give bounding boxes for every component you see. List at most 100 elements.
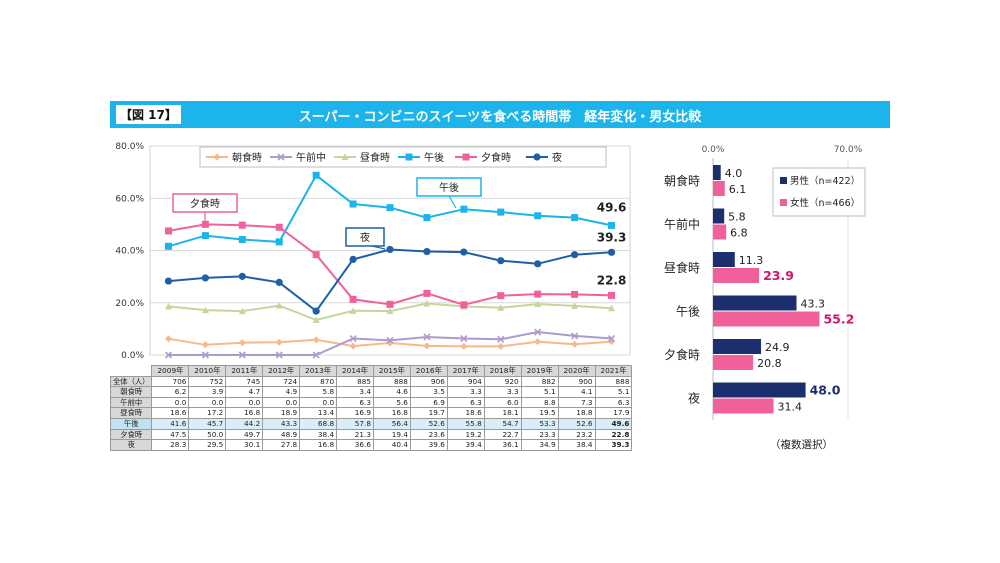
bar-female <box>713 268 760 283</box>
value-cell: 36.6 <box>336 439 375 451</box>
bar-value-label: 5.8 <box>728 211 746 224</box>
bar-male <box>713 339 762 354</box>
year-header: 2021年 <box>594 365 633 377</box>
marker-昼食時 <box>201 306 209 314</box>
row-label: 昼食時 <box>109 407 153 419</box>
year-header: 2010年 <box>188 365 227 377</box>
value-cell: 23.3 <box>520 428 559 441</box>
value-cell: 18.6 <box>446 407 485 419</box>
marker-午前中 <box>423 333 431 341</box>
marker-午前中 <box>275 351 283 359</box>
marker-夕食時 <box>608 291 616 299</box>
value-cell: 18.6 <box>151 407 190 419</box>
table-row-total: 全体（人） 706 752 745 724 870 885 888 906 904 920 882 90… <box>109 375 633 388</box>
value-cell: 6.9 <box>409 396 448 409</box>
y-tick-label: 20.0% <box>115 299 144 309</box>
category-label: 午後 <box>676 305 700 319</box>
value-cell: 45.7 <box>188 417 227 430</box>
marker-午前中 <box>201 351 209 359</box>
total-cell: 745 <box>225 375 264 388</box>
value-cell: 22.8 <box>594 428 633 441</box>
value-cell: 6.3 <box>594 396 633 409</box>
table-row: 夕食時 47.5 50.0 49.7 48.9 38.4 21.3 19.4 23.6 19.2 2… <box>109 428 633 441</box>
bar-female <box>713 398 774 414</box>
value-cell: 47.5 <box>151 428 190 441</box>
value-cell: 5.6 <box>373 396 411 409</box>
marker-夜 <box>275 278 283 286</box>
marker-夕食時 <box>534 290 542 298</box>
legend-label: 夜 <box>552 151 562 164</box>
marker-午前中 <box>497 335 505 343</box>
total-cell: 870 <box>299 375 338 388</box>
multiple-choice-note: （複数選択） <box>770 439 833 451</box>
marker-朝食時 <box>312 336 320 344</box>
marker-午前中 <box>571 332 579 340</box>
value-cell: 0.0 <box>151 396 190 409</box>
marker-夜 <box>607 248 616 256</box>
value-cell: 19.2 <box>446 428 485 441</box>
marker-夕食時 <box>238 221 246 229</box>
marker-夜 <box>201 274 209 282</box>
marker-午後 <box>164 242 172 250</box>
value-cell: 53.3 <box>520 417 559 430</box>
value-cell: 0.0 <box>188 396 227 409</box>
category-label: 夜 <box>688 391 700 406</box>
marker-午後 <box>608 221 616 229</box>
bar-legend-label: 女性（n=466） <box>790 197 860 209</box>
end-value-label: 22.8 <box>597 273 627 287</box>
row-label: 朝食時 <box>109 386 153 398</box>
marker-夜 <box>534 260 542 268</box>
marker-夜 <box>312 307 320 315</box>
value-cell: 52.6 <box>409 417 448 430</box>
value-cell: 54.7 <box>483 417 522 430</box>
marker-夕食時 <box>571 290 579 298</box>
marker-昼食時 <box>164 302 172 310</box>
legend-label: 朝食時 <box>232 151 262 164</box>
legend-label: 昼食時 <box>360 151 390 164</box>
value-cell: 0.0 <box>299 396 338 409</box>
table-corner <box>110 365 153 377</box>
total-cell: 920 <box>483 375 522 388</box>
value-cell: 23.6 <box>409 428 448 441</box>
marker-午前中 <box>349 334 357 343</box>
value-cell: 23.2 <box>557 428 596 441</box>
marker-午後 <box>349 200 357 208</box>
marker-午後 <box>386 204 394 212</box>
value-cell: 49.7 <box>225 428 264 441</box>
marker-夕食時 <box>275 223 283 231</box>
legend-label: 夕食時 <box>481 151 511 164</box>
value-cell: 8.8 <box>520 396 559 409</box>
marker-午後 <box>275 238 283 246</box>
bar-male <box>713 165 721 180</box>
bar-female <box>713 181 725 196</box>
table-header-row: 2009年 2010年 2011年 2012年 2013年 2014年 2015年 2016年… <box>110 365 633 377</box>
value-cell: 0.0 <box>225 396 264 409</box>
value-cell: 6.3 <box>446 396 485 409</box>
marker-午後 <box>312 171 320 179</box>
value-cell: 4.1 <box>557 386 596 398</box>
bar-legend-swatch <box>780 199 787 206</box>
marker-朝食時 <box>460 342 468 350</box>
marker-昼食時 <box>497 304 505 311</box>
bar-male <box>713 295 797 311</box>
table-row: 午後 41.6 45.7 44.2 43.3 68.8 57.8 56.4 52.6 55.8 54… <box>109 417 633 430</box>
value-cell: 27.8 <box>262 439 301 451</box>
marker-夕食時 <box>312 251 320 259</box>
bar-legend-box <box>772 167 866 217</box>
value-cell: 6.0 <box>483 396 522 409</box>
callout-label: 午後 <box>439 181 459 194</box>
category-label: 夕食時 <box>664 347 700 362</box>
marker-午後 <box>497 208 505 216</box>
bar-value-label: 20.8 <box>757 357 782 370</box>
bar-male <box>713 208 725 224</box>
value-cell: 43.3 <box>262 417 301 430</box>
value-cell: 6.3 <box>336 396 375 409</box>
total-cell: 906 <box>409 375 448 388</box>
row-label: 午後 <box>109 417 153 430</box>
year-header: 2012年 <box>262 365 301 377</box>
y-tick-label: 60.0% <box>115 194 144 204</box>
marker-午前中 <box>277 153 285 161</box>
value-cell: 16.9 <box>336 407 375 419</box>
value-cell: 29.5 <box>188 439 227 451</box>
year-header: 2017年 <box>446 365 485 377</box>
